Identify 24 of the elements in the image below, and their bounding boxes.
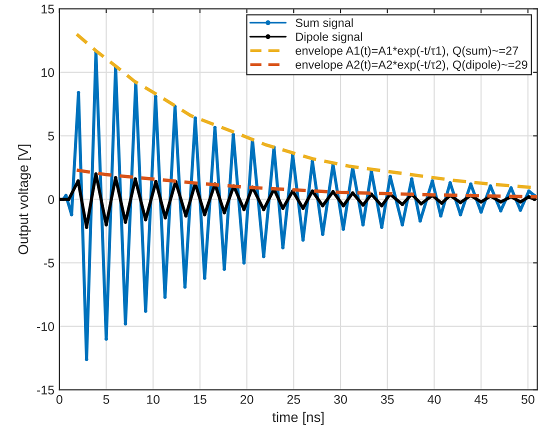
x-tick-label: 30 [334, 395, 347, 404]
x-tick-label: 50 [521, 395, 534, 404]
y-tick-label: -10 [37, 322, 54, 331]
y-tick-label: 5 [48, 132, 54, 141]
x-tick-label: 40 [428, 395, 441, 404]
x-tick-label: 15 [194, 395, 206, 404]
y-tick-label: 10 [42, 68, 54, 78]
legend-label: Sum signal [296, 18, 353, 30]
legend-label: envelope A2(t)=A2*exp(-t/τ2), Q(dipole)~=29 [296, 60, 528, 72]
y-tick-label: 15 [42, 4, 54, 14]
legend-label: envelope A1(t)=A1*exp(-t/τ1), Q(sum)~=27 [296, 46, 518, 58]
y-axis-title: Output voltage [V] [18, 144, 31, 254]
legend-label: Dipole signal [296, 32, 362, 44]
x-tick-label: 0 [56, 395, 62, 404]
x-tick-label: 35 [380, 395, 394, 404]
y-tick-label: -15 [37, 386, 54, 394]
x-axis-title: time [ns] [272, 412, 324, 425]
x-tick-label: 5 [103, 395, 110, 404]
x-tick-label: 45 [474, 395, 488, 404]
y-tick-label: -5 [44, 258, 54, 268]
x-tick-label: 25 [287, 395, 300, 404]
y-tick-label: 0 [48, 195, 54, 204]
x-tick-label: 20 [240, 395, 254, 404]
x-tick-label: 10 [147, 395, 160, 404]
